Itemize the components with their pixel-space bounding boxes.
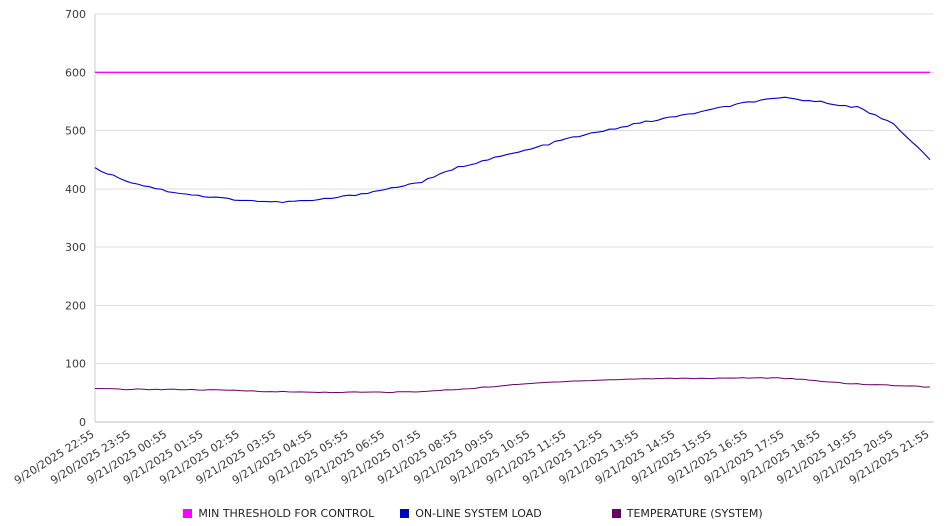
y-tick-label: 200 [65, 299, 86, 312]
y-tick-label: 100 [65, 358, 86, 371]
legend-swatch-icon [400, 509, 410, 518]
legend-swatch-icon [183, 509, 193, 518]
legend-item-2[interactable]: TEMPERATURE (SYSTEM) [611, 507, 763, 520]
y-tick-label: 0 [79, 416, 86, 429]
y-tick-label: 600 [65, 66, 86, 79]
series-line-2 [94, 377, 931, 394]
legend-item-0[interactable]: MIN THRESHOLD FOR CONTROL [183, 507, 374, 520]
chart-legend: MIN THRESHOLD FOR CONTROL ON-LINE SYSTEM … [0, 507, 946, 520]
legend-label: ON-LINE SYSTEM LOAD [415, 507, 542, 520]
legend-label: MIN THRESHOLD FOR CONTROL [198, 507, 375, 520]
y-tick-label: 700 [65, 8, 86, 21]
y-tick-label: 400 [65, 183, 86, 196]
y-tick-label: 300 [65, 241, 86, 254]
series-line-1 [94, 96, 931, 204]
legend-label: TEMPERATURE (SYSTEM) [626, 507, 763, 520]
legend-item-1[interactable]: ON-LINE SYSTEM LOAD [400, 507, 542, 520]
legend-swatch-icon [611, 509, 621, 518]
y-tick-label: 500 [65, 125, 86, 138]
